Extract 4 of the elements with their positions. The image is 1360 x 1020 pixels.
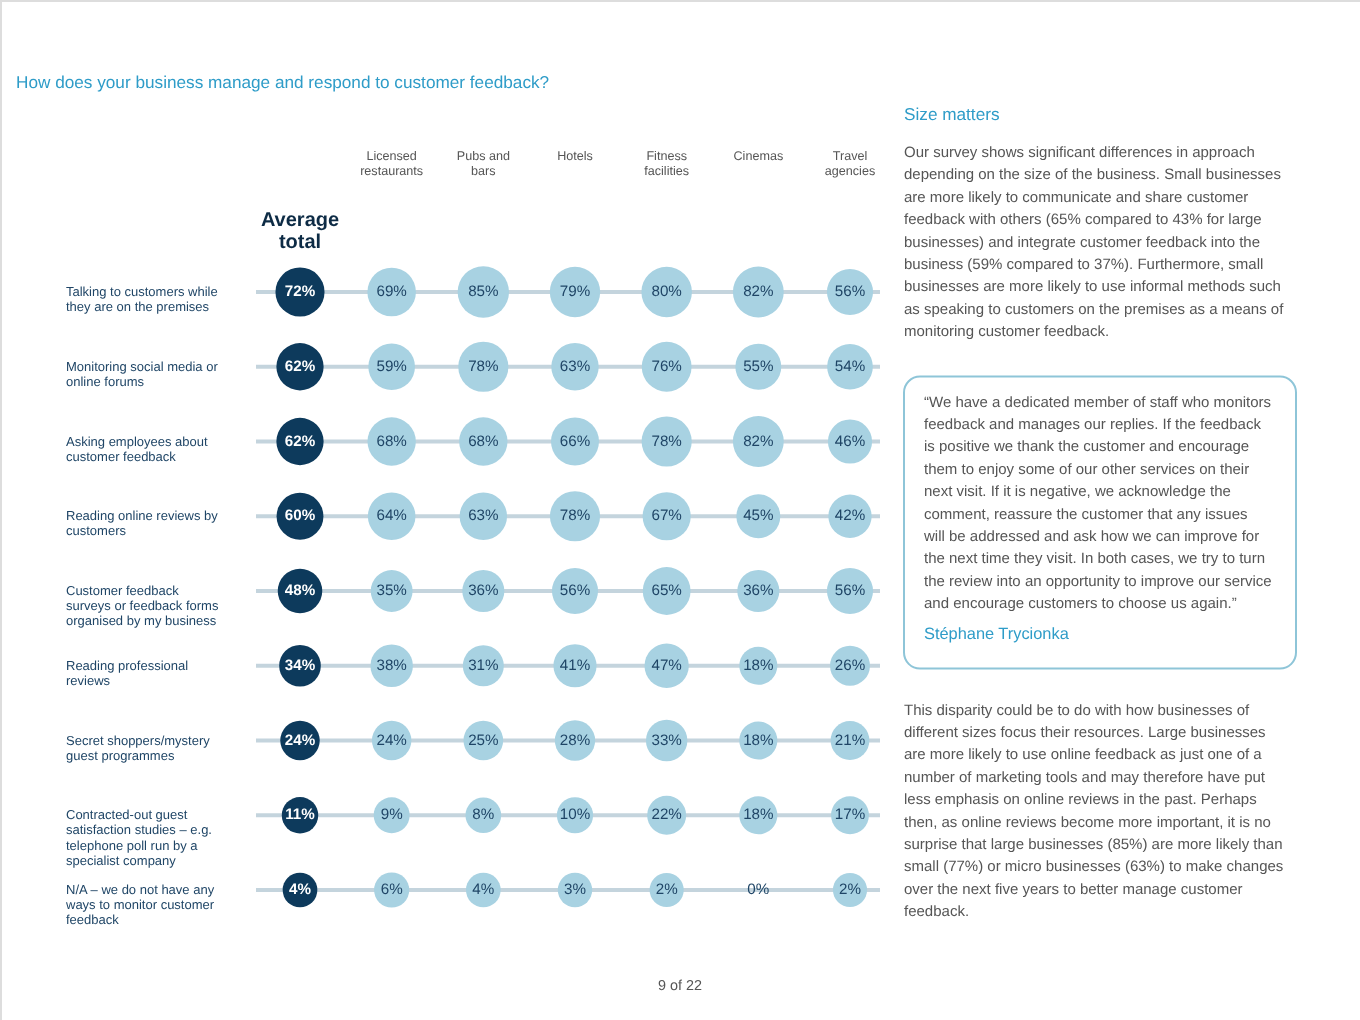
text: Stéphane Trycionka: [924, 624, 1070, 643]
text: Size matters: [904, 104, 1000, 124]
chart-title: How does your business manage and respond to customer feedback?: [16, 72, 550, 92]
x-tick-label: Average total: [260, 210, 340, 254]
